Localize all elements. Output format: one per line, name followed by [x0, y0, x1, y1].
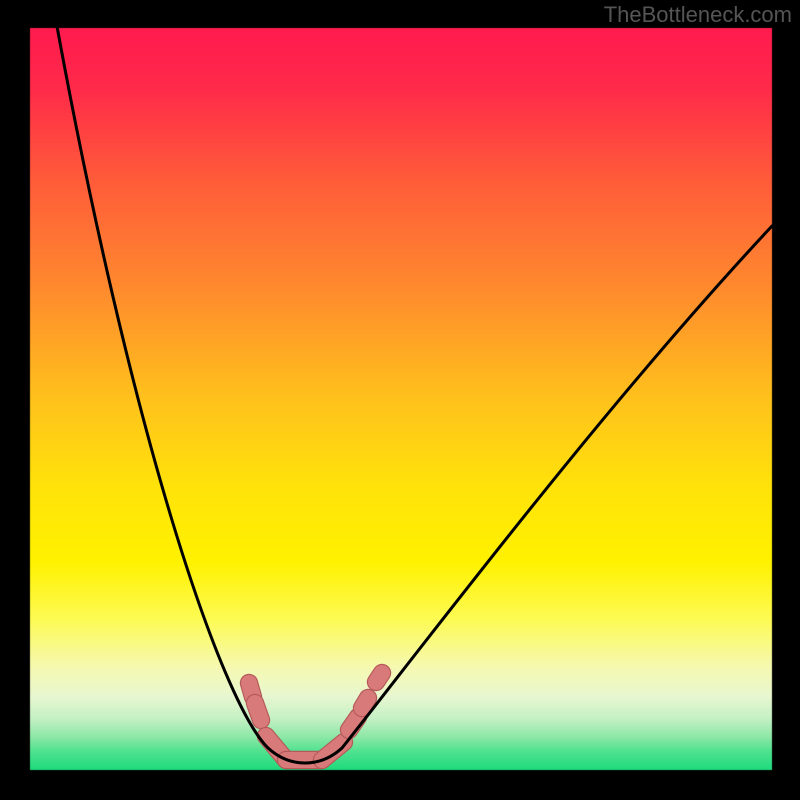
gradient-background: [0, 0, 800, 800]
chart-root: TheBottleneck.com: [0, 0, 800, 800]
